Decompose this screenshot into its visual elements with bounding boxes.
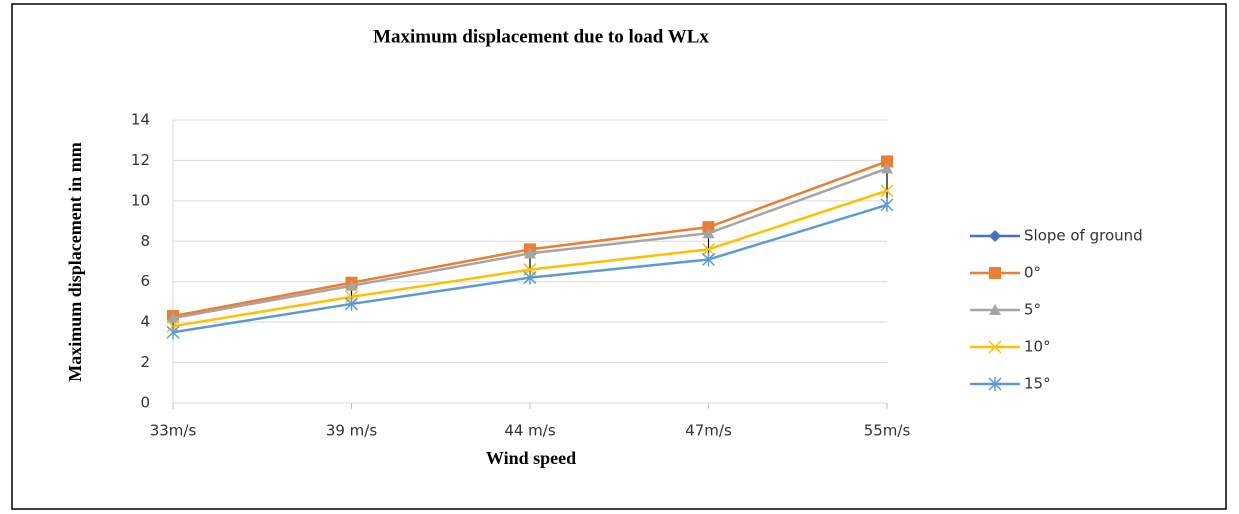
y-tick-label: 8	[140, 232, 150, 250]
legend-marker	[988, 377, 1002, 391]
legend-label: 5°	[1024, 301, 1041, 319]
y-tick-label: 12	[131, 151, 150, 169]
data-point	[166, 325, 180, 340]
y-tick-label: 4	[140, 313, 150, 331]
y-tick-label: 2	[140, 353, 150, 371]
y-axis-label: Maximum displacement in mm	[65, 142, 85, 381]
legend-label: 10°	[1024, 338, 1051, 356]
y-tick-label: 10	[131, 191, 150, 209]
x-tick-label: 33m/s	[150, 422, 197, 440]
x-tick-label: 39 m/s	[326, 422, 378, 440]
data-point	[702, 227, 715, 239]
data-point	[880, 184, 894, 198]
data-point	[524, 247, 536, 259]
data-point	[701, 242, 716, 256]
x-axis-label: Wind speed	[486, 448, 576, 468]
data-point	[702, 221, 715, 234]
data-point	[344, 296, 359, 311]
y-tick-label: 14	[131, 111, 150, 129]
legend-label: 15°	[1024, 375, 1051, 393]
legend-label: 0°	[1024, 264, 1041, 282]
y-tick-label: 0	[140, 394, 150, 412]
data-point	[523, 270, 537, 285]
x-tick-label: 55m/s	[864, 422, 911, 440]
chart-title: Maximum displacement due to load WLx	[373, 26, 709, 47]
legend-marker	[989, 267, 1001, 279]
legend-label: Slope of ground	[1024, 227, 1143, 245]
data-point	[345, 279, 358, 291]
legend-marker	[989, 304, 1001, 315]
legend-marker	[989, 230, 1001, 242]
x-tick-label: 47m/s	[685, 422, 732, 440]
data-point	[701, 252, 716, 267]
data-point	[167, 312, 179, 324]
data-point	[881, 155, 893, 168]
data-point	[881, 162, 893, 174]
legend-marker	[988, 340, 1002, 354]
y-tick-label: 6	[140, 272, 150, 290]
chart-border	[11, 3, 1227, 510]
x-tick-label: 44 m/s	[504, 422, 556, 440]
data-point	[880, 197, 894, 212]
